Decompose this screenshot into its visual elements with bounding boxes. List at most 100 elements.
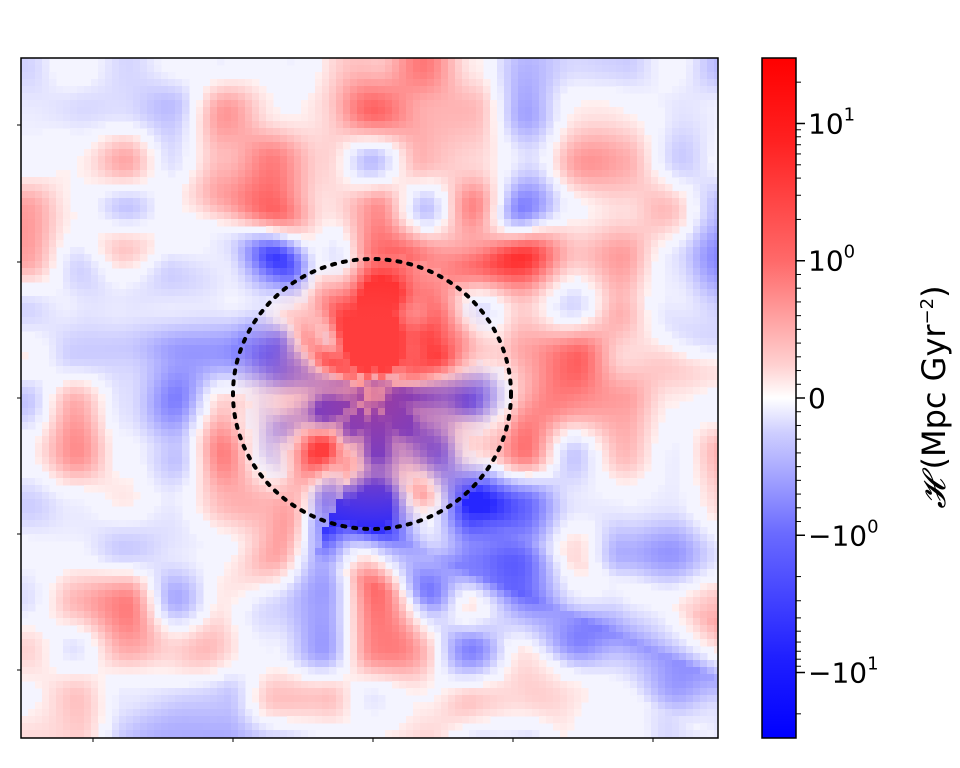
heatmap-cell <box>315 219 323 227</box>
heatmap-cell <box>217 254 225 262</box>
heatmap-cell <box>280 135 288 143</box>
heatmap-cell <box>588 212 596 220</box>
heatmap-cell <box>511 72 519 80</box>
heatmap-cell <box>672 198 680 206</box>
heatmap-cell <box>546 415 554 423</box>
heatmap-cell <box>595 107 603 115</box>
heatmap-cell <box>301 247 309 255</box>
heatmap-cell <box>217 149 225 157</box>
heatmap-cell <box>259 107 267 115</box>
heatmap-cell <box>385 247 393 255</box>
heatmap-cell <box>399 191 407 199</box>
heatmap-cell <box>651 254 659 262</box>
heatmap-cell <box>672 226 680 234</box>
heatmap-cell <box>630 331 638 339</box>
heatmap-cell <box>574 331 582 339</box>
heatmap-cell <box>350 86 358 94</box>
heatmap-cell <box>588 205 596 213</box>
heatmap-cell <box>679 114 687 122</box>
heatmap-cell <box>518 408 526 416</box>
heatmap-cell <box>126 408 134 416</box>
heatmap-cell <box>637 163 645 171</box>
heatmap-cell <box>154 366 162 374</box>
heatmap-cell <box>217 268 225 276</box>
heatmap-cell <box>35 408 43 416</box>
heatmap-cell <box>182 282 190 290</box>
heatmap-cell <box>406 93 414 101</box>
heatmap-cell <box>259 212 267 220</box>
heatmap-cell <box>658 100 666 108</box>
heatmap-cell <box>112 310 120 318</box>
heatmap-cell <box>707 107 715 115</box>
heatmap-cell <box>504 219 512 227</box>
heatmap-cell <box>105 366 113 374</box>
heatmap-cell <box>693 317 701 325</box>
heatmap-cell <box>49 177 57 185</box>
heatmap-cell <box>399 247 407 255</box>
heatmap-cell <box>427 212 435 220</box>
heatmap-cell <box>497 226 505 234</box>
heatmap-cell <box>147 464 155 472</box>
heatmap-cell <box>672 359 680 367</box>
heatmap-cell <box>616 275 624 283</box>
heatmap-cell <box>56 317 64 325</box>
heatmap-cell <box>189 429 197 437</box>
heatmap-cell <box>84 177 92 185</box>
heatmap-cell <box>42 198 50 206</box>
heatmap-cell <box>539 303 547 311</box>
heatmap-cell <box>518 233 526 241</box>
heatmap-cell <box>28 93 36 101</box>
heatmap-cell <box>217 79 225 87</box>
heatmap-cell <box>91 338 99 346</box>
heatmap-cell <box>525 401 533 409</box>
heatmap-cell <box>406 107 414 115</box>
heatmap-cell <box>581 149 589 157</box>
heatmap-cell <box>140 289 148 297</box>
heatmap-cell <box>707 198 715 206</box>
heatmap-cell <box>602 219 610 227</box>
heatmap-cell <box>602 163 610 171</box>
heatmap-cell <box>413 226 421 234</box>
heatmap-cell <box>560 387 568 395</box>
heatmap-cell <box>112 86 120 94</box>
heatmap-cell <box>406 135 414 143</box>
heatmap-cell <box>224 408 232 416</box>
heatmap-cell <box>84 401 92 409</box>
heatmap-cell <box>679 163 687 171</box>
heatmap-cell <box>693 310 701 318</box>
heatmap-cell <box>714 380 718 388</box>
heatmap-cell <box>483 128 491 136</box>
heatmap-cell <box>714 457 718 465</box>
heatmap-cell <box>217 205 225 213</box>
heatmap-cell <box>315 156 323 164</box>
heatmap-cell <box>175 135 183 143</box>
heatmap-cell <box>672 149 680 157</box>
heatmap-cell <box>434 58 442 66</box>
heatmap-cell <box>105 240 113 248</box>
heatmap-cell <box>196 394 204 402</box>
heatmap-cell <box>84 121 92 129</box>
heatmap-cell <box>420 163 428 171</box>
heatmap-cell <box>364 198 372 206</box>
heatmap-cell <box>98 471 106 479</box>
heatmap-cell <box>210 345 218 353</box>
heatmap-cell <box>98 373 106 381</box>
heatmap-cell <box>161 359 169 367</box>
heatmap-cell <box>595 156 603 164</box>
heatmap-cell <box>378 247 386 255</box>
heatmap-cell <box>700 289 708 297</box>
heatmap-cell <box>343 184 351 192</box>
heatmap-cell <box>630 121 638 129</box>
heatmap-cell <box>392 86 400 94</box>
heatmap-cell <box>119 240 127 248</box>
heatmap-cell <box>112 345 120 353</box>
heatmap-cell <box>392 198 400 206</box>
heatmap-cell <box>350 212 358 220</box>
heatmap-cell <box>518 289 526 297</box>
heatmap-cell <box>546 135 554 143</box>
heatmap-cell <box>182 303 190 311</box>
heatmap-cell <box>224 331 232 339</box>
heatmap-cell <box>420 114 428 122</box>
heatmap-cell <box>700 429 708 437</box>
heatmap-cell <box>231 233 239 241</box>
